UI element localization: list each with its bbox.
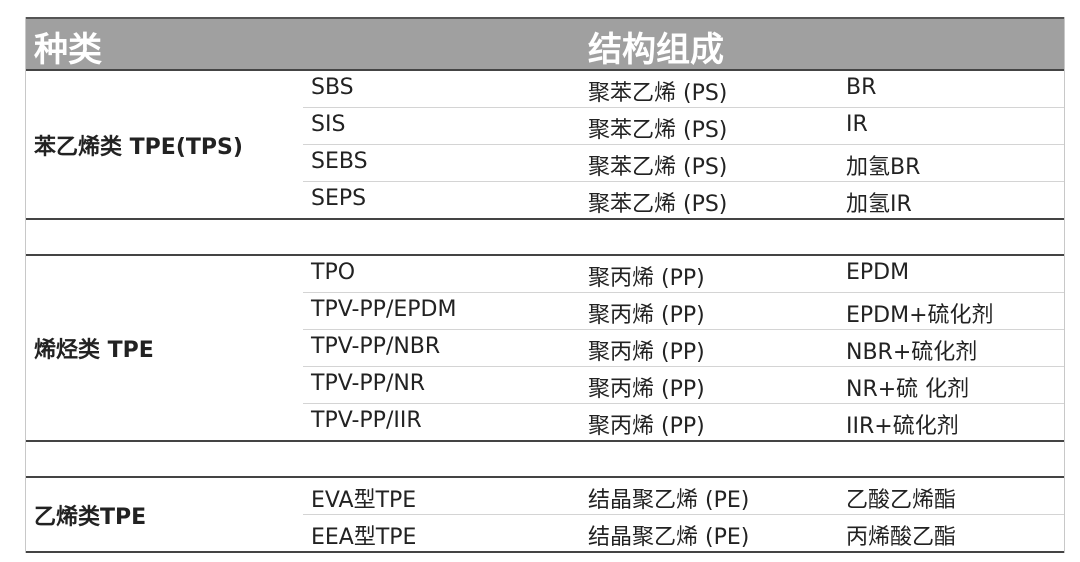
soft-segment: 丙烯酸乙酯 [846,525,957,550]
soft-segment: IR [846,112,868,137]
soft-segment: IIR+硫化剂 [846,414,959,439]
table-row: SBS 聚苯乙烯 (PS) BR [303,71,1064,108]
table-row: SIS 聚苯乙烯 (PS) IR [303,108,1064,145]
soft-segment: NBR+硫化剂 [846,340,978,365]
soft-segment: 加氢BR [846,155,921,180]
category-group: 苯乙烯类 TPE(TPS) SBS 聚苯乙烯 (PS) BR SIS 聚苯乙烯 (PS) I… [26,71,1064,220]
category-label: 烯烃类 TPE [34,338,154,363]
table-row: TPO 聚丙烯 (PP) EPDM [303,256,1064,293]
soft-segment: 乙酸乙烯酯 [846,488,957,513]
type-name: TPV-PP/NBR [311,334,441,359]
hard-segment: 结晶聚乙烯 (PE) [588,525,750,550]
hard-segment: 聚丙烯 (PP) [588,414,705,439]
table-row: EEA型TPE 结晶聚乙烯 (PE) 丙烯酸乙酯 [303,515,1064,551]
type-name: SIS [311,112,346,137]
hard-segment: 聚丙烯 (PP) [588,303,705,328]
hard-segment: 结晶聚乙烯 (PE) [588,488,750,513]
hard-segment: 聚丙烯 (PP) [588,340,705,365]
hard-segment: 聚丙烯 (PP) [588,266,705,291]
category-group: 乙烯类TPE EVA型TPE 结晶聚乙烯 (PE) 乙酸乙烯酯 EEA型TPE 结晶聚乙烯… [26,478,1064,553]
spacer-row [26,220,1064,256]
table-header: 种类 结构组成 [26,17,1064,71]
table-row: EVA型TPE 结晶聚乙烯 (PE) 乙酸乙烯酯 [303,478,1064,515]
hard-segment: 聚苯乙烯 (PS) [588,155,728,180]
spacer-row [26,442,1064,478]
header-category: 种类 [34,30,102,70]
type-name: SEBS [311,149,368,174]
table-row: TPV-PP/NBR 聚丙烯 (PP) NBR+硫化剂 [303,330,1064,367]
soft-segment: BR [846,75,877,100]
type-name: TPV-PP/EPDM [311,297,457,322]
tpe-table: 种类 结构组成 苯乙烯类 TPE(TPS) SBS 聚苯乙烯 (PS) BR SIS 聚苯… [25,17,1065,553]
type-name: SEPS [311,186,367,211]
table-row: TPV-PP/NR 聚丙烯 (PP) NR+硫 化剂 [303,367,1064,404]
soft-segment: 加氢IR [846,192,912,217]
soft-segment: NR+硫 化剂 [846,377,970,402]
table-row: TPV-PP/EPDM 聚丙烯 (PP) EPDM+硫化剂 [303,293,1064,330]
hard-segment: 聚苯乙烯 (PS) [588,118,728,143]
category-group: 烯烃类 TPE TPO 聚丙烯 (PP) EPDM TPV-PP/EPDM 聚丙烯 (PP… [26,256,1064,442]
category-label: 苯乙烯类 TPE(TPS) [34,134,243,160]
soft-segment: EPDM+硫化剂 [846,303,994,328]
hard-segment: 聚苯乙烯 (PS) [588,81,728,106]
type-name: TPV-PP/NR [311,371,426,396]
soft-segment: EPDM [846,260,910,285]
hard-segment: 聚苯乙烯 (PS) [588,192,728,217]
table-row: SEPS 聚苯乙烯 (PS) 加氢IR [303,182,1064,218]
hard-segment: 聚丙烯 (PP) [588,377,705,402]
type-name: SBS [311,75,354,100]
type-name: EEA型TPE [311,525,417,550]
category-label: 乙烯类TPE [34,504,147,530]
table-row: TPV-PP/IIR 聚丙烯 (PP) IIR+硫化剂 [303,404,1064,440]
type-name: TPO [311,260,356,285]
type-name: EVA型TPE [311,488,417,513]
type-name: TPV-PP/IIR [311,408,422,433]
header-structure: 结构组成 [588,30,724,70]
table-row: SEBS 聚苯乙烯 (PS) 加氢BR [303,145,1064,182]
table-body: 苯乙烯类 TPE(TPS) SBS 聚苯乙烯 (PS) BR SIS 聚苯乙烯 (PS) I… [26,71,1064,553]
